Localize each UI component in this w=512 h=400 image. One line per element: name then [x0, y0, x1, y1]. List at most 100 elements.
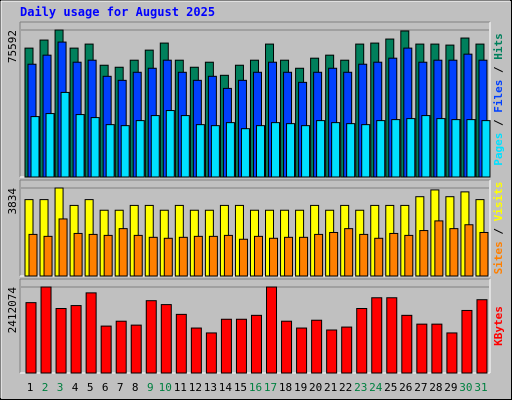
x-tick-label: 25: [384, 381, 397, 394]
bar: [130, 324, 142, 374]
bar: [45, 113, 55, 178]
bar: [269, 237, 279, 277]
bar: [466, 119, 476, 178]
x-tick-label: 3: [57, 381, 64, 394]
bar: [85, 292, 97, 374]
y-tick-label: 3834: [6, 188, 19, 215]
bar: [58, 218, 68, 277]
bar: [150, 115, 160, 178]
bar: [356, 307, 368, 374]
bar: [359, 233, 369, 277]
bar: [286, 123, 296, 178]
bar: [434, 220, 444, 277]
bar: [160, 304, 172, 374]
bar: [344, 228, 354, 277]
bar: [314, 233, 324, 277]
x-tick-label: 27: [414, 381, 427, 394]
bar: [451, 119, 461, 178]
bar: [210, 125, 220, 178]
bar: [43, 235, 53, 277]
bar: [419, 230, 429, 277]
bar: [235, 318, 247, 374]
bar: [255, 125, 265, 178]
x-tick-label: 6: [102, 381, 109, 394]
legend-separator: /: [492, 221, 505, 241]
x-tick-label: 21: [324, 381, 337, 394]
bar: [180, 115, 190, 178]
bar: [376, 120, 386, 178]
bar: [103, 234, 113, 277]
bar: [165, 110, 175, 178]
bar: [374, 237, 384, 277]
bar: [193, 235, 203, 277]
bar: [416, 323, 428, 374]
bar: [133, 234, 143, 277]
bar: [449, 228, 459, 277]
bar: [311, 319, 323, 374]
bar: [271, 122, 281, 178]
legend-entry: Pages: [492, 133, 505, 166]
x-tick-label: 7: [117, 381, 124, 394]
bar: [446, 332, 458, 374]
bar: [75, 114, 85, 178]
x-tick-label: 13: [204, 381, 217, 394]
bar: [25, 302, 37, 374]
bar: [73, 232, 83, 277]
legend-separator: /: [492, 113, 505, 133]
bar: [190, 327, 202, 374]
bar: [208, 235, 218, 277]
bar: [223, 234, 233, 277]
bar: [40, 286, 52, 374]
y-tick-label: 2412074: [6, 287, 19, 334]
x-tick-label: 2: [42, 381, 49, 394]
bar: [178, 236, 188, 277]
x-tick-label: 5: [87, 381, 94, 394]
x-tick-label: 28: [429, 381, 442, 394]
bar: [331, 122, 341, 178]
bar: [240, 128, 250, 178]
bar: [253, 235, 263, 277]
x-tick-label: 14: [219, 381, 233, 394]
legend-separator: /: [492, 60, 505, 80]
x-tick-label: 15: [234, 381, 247, 394]
bar: [386, 297, 398, 374]
bar: [316, 120, 326, 178]
bar: [220, 318, 232, 374]
legend-entry: Hits: [492, 33, 505, 60]
bar: [100, 325, 112, 374]
bar: [148, 236, 158, 277]
y-tick-label: 75592: [6, 30, 19, 63]
x-tick-label: 12: [189, 381, 202, 394]
x-tick-label: 22: [339, 381, 352, 394]
bar: [346, 123, 356, 178]
bar: [401, 314, 413, 374]
legend-entry: Sites: [492, 241, 505, 274]
bar: [301, 125, 311, 178]
bar: [329, 231, 339, 277]
x-tick-label: 8: [132, 381, 139, 394]
x-tick-label: 20: [309, 381, 322, 394]
bar: [391, 119, 401, 178]
x-tick-label: 19: [294, 381, 307, 394]
bar: [431, 323, 443, 374]
bar: [461, 309, 473, 374]
bar: [479, 231, 489, 277]
bar: [250, 314, 262, 374]
x-tick-label: 24: [369, 381, 383, 394]
bar: [361, 124, 371, 178]
bar: [118, 228, 128, 277]
bar: [115, 320, 127, 374]
bar: [389, 232, 399, 277]
legend: Sites / Visits: [492, 182, 505, 275]
legend-entry: Visits: [492, 182, 505, 222]
x-tick-label: 4: [72, 381, 79, 394]
x-tick-label: 30: [459, 381, 472, 394]
bar: [296, 327, 308, 374]
x-tick-label: 10: [159, 381, 172, 394]
bar: [404, 234, 414, 277]
x-tick-label: 16: [249, 381, 262, 394]
bar: [371, 297, 383, 374]
bar: [406, 118, 416, 178]
bar: [60, 91, 70, 178]
